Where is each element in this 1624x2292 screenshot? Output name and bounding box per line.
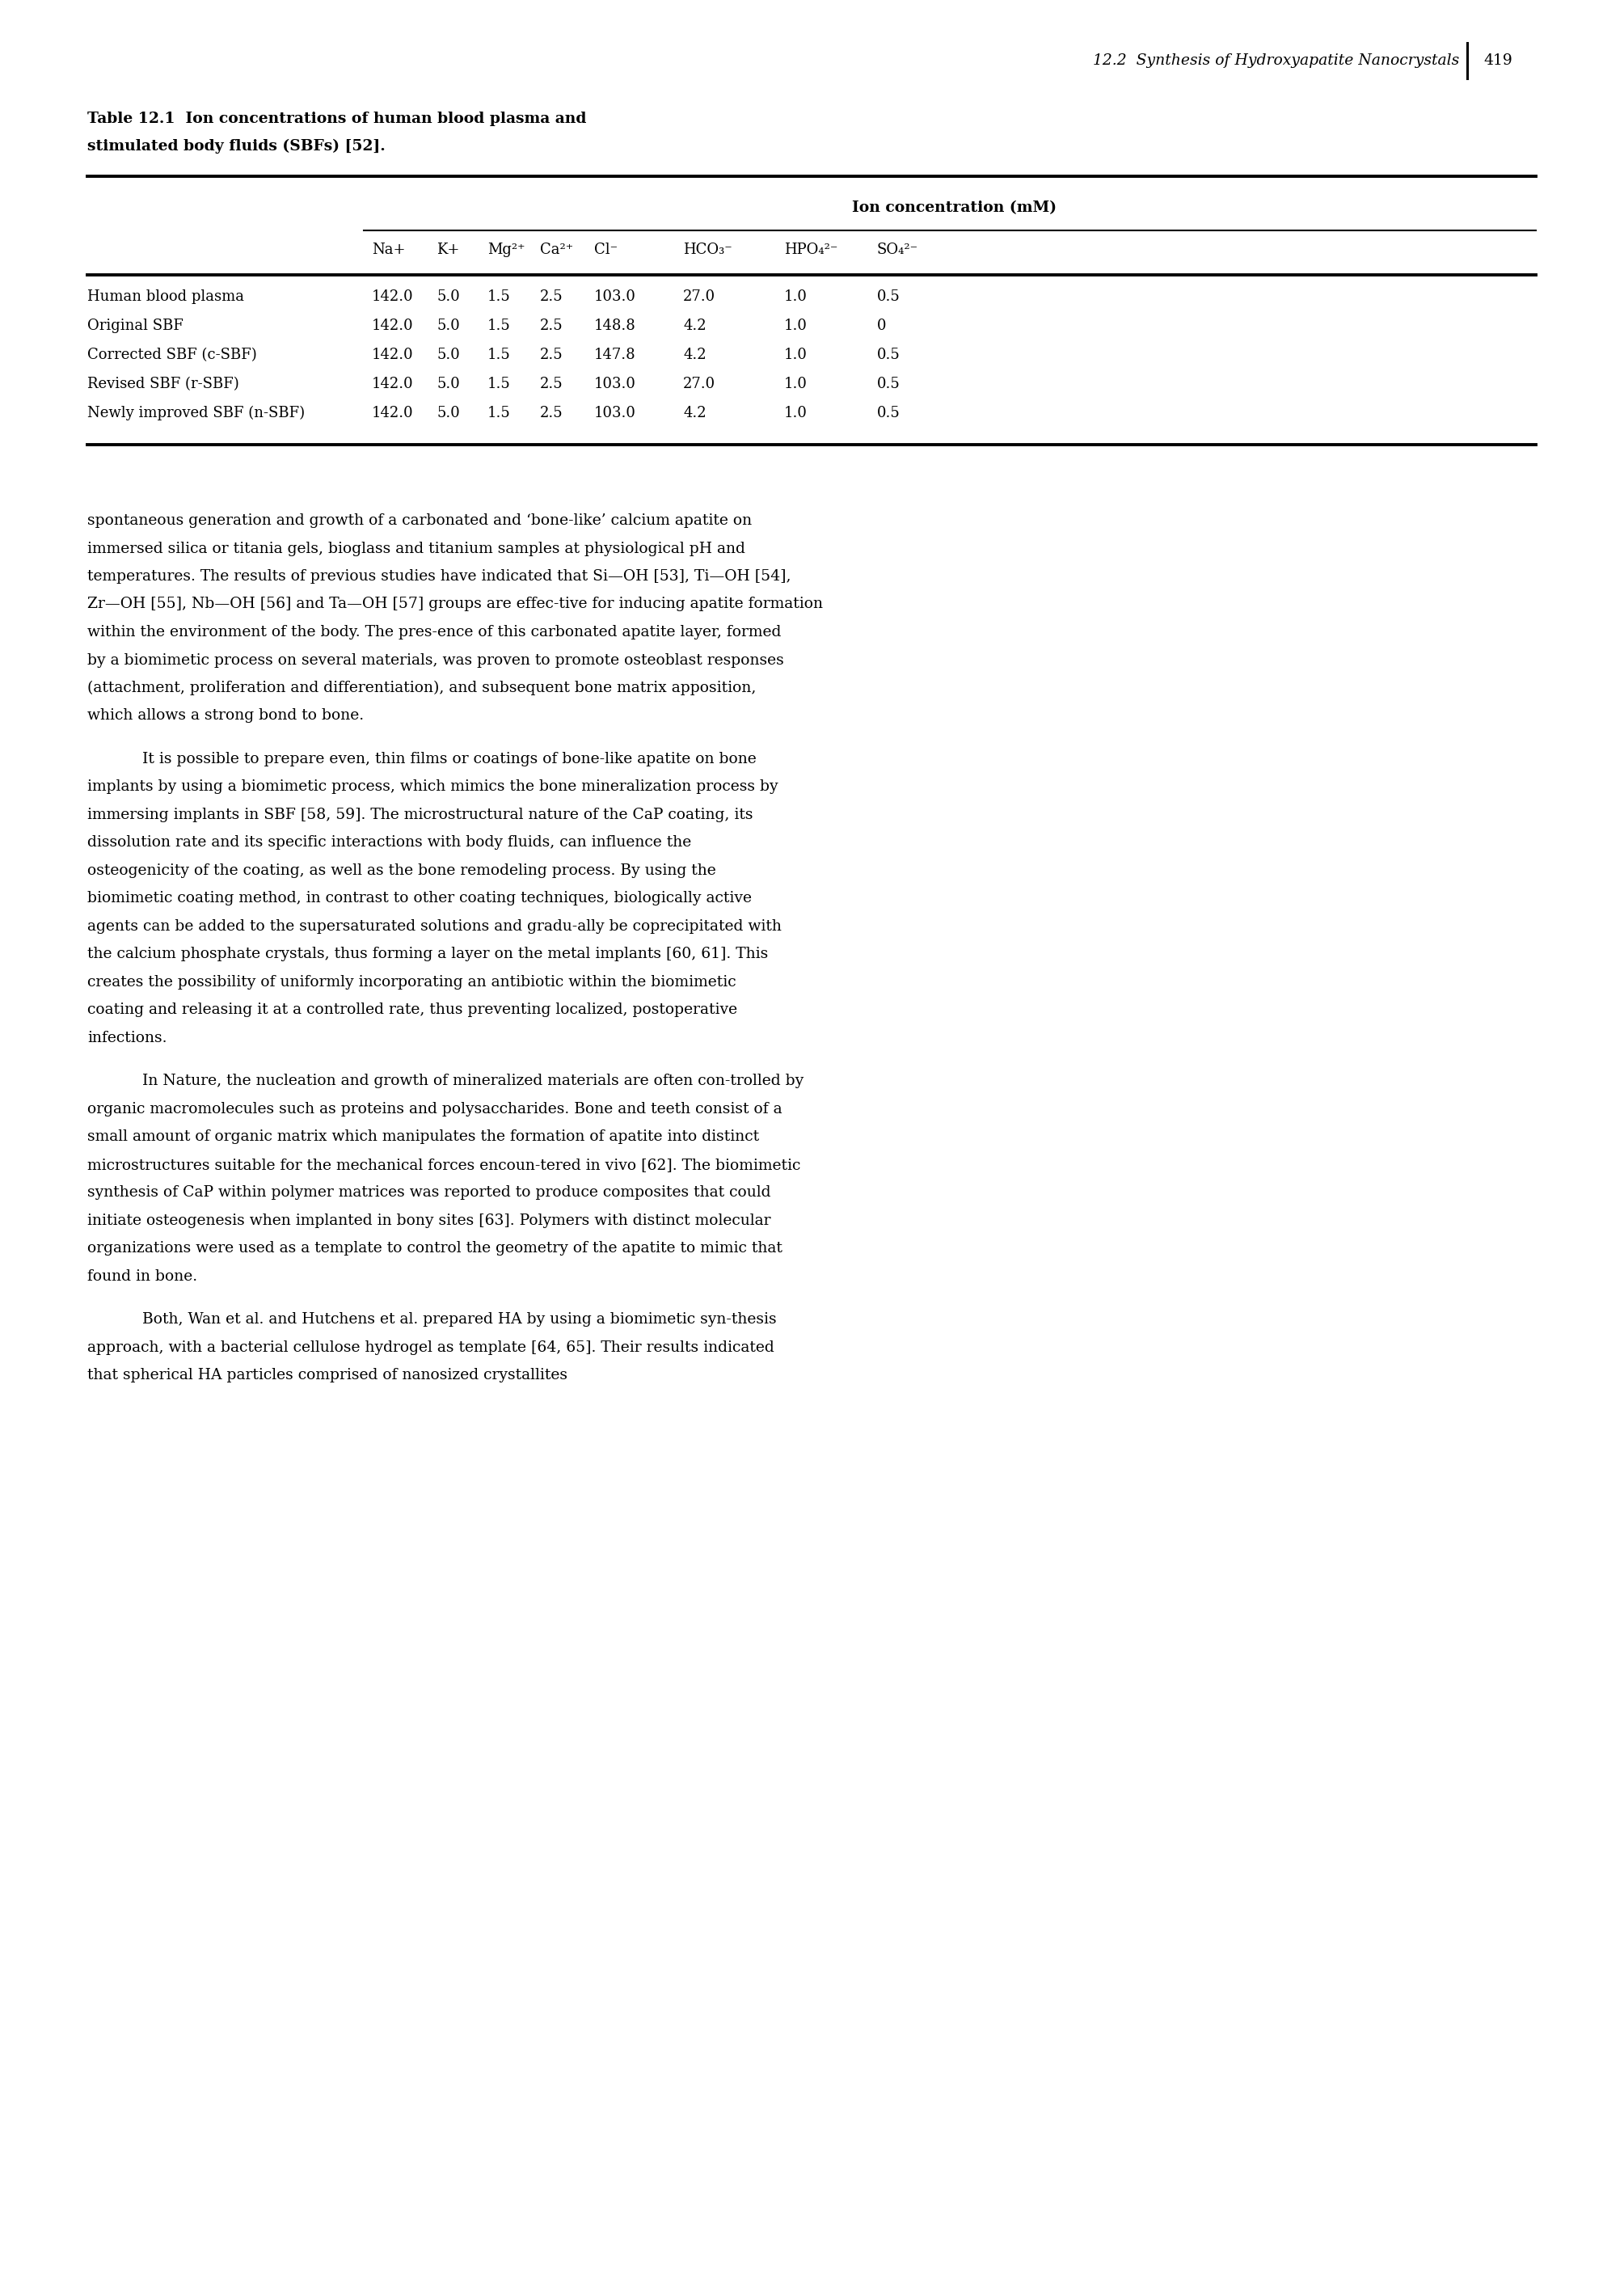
Text: approach, with a bacterial cellulose hydrogel as template [64, 65]. Their result: approach, with a bacterial cellulose hyd… — [88, 1341, 775, 1355]
Text: (attachment, proliferation and differentiation), and subsequent bone matrix appo: (attachment, proliferation and different… — [88, 681, 757, 694]
Text: immersed silica or titania gels, bioglass and titanium samples at physiological : immersed silica or titania gels, bioglas… — [88, 541, 745, 557]
Text: 1.0: 1.0 — [784, 406, 807, 419]
Text: 4.2: 4.2 — [684, 348, 706, 362]
Text: K+: K+ — [437, 243, 460, 257]
Text: 0.5: 0.5 — [877, 406, 900, 419]
Text: 5.0: 5.0 — [437, 319, 460, 332]
Text: infections.: infections. — [88, 1031, 167, 1045]
Text: 1.0: 1.0 — [784, 376, 807, 392]
Text: 142.0: 142.0 — [372, 289, 414, 305]
Text: organic macromolecules such as proteins and polysaccharides. Bone and teeth cons: organic macromolecules such as proteins … — [88, 1102, 783, 1116]
Text: 142.0: 142.0 — [372, 376, 414, 392]
Text: Corrected SBF (c-SBF): Corrected SBF (c-SBF) — [88, 348, 257, 362]
Text: 103.0: 103.0 — [594, 406, 637, 419]
Text: synthesis of CaP within polymer matrices was reported to produce composites that: synthesis of CaP within polymer matrices… — [88, 1185, 771, 1201]
Text: 1.0: 1.0 — [784, 289, 807, 305]
Text: HCO₃⁻: HCO₃⁻ — [684, 243, 732, 257]
Text: 5.0: 5.0 — [437, 376, 460, 392]
Text: 2.5: 2.5 — [541, 319, 564, 332]
Text: 1.5: 1.5 — [487, 289, 510, 305]
Text: Newly improved SBF (n-SBF): Newly improved SBF (n-SBF) — [88, 406, 305, 422]
Text: 5.0: 5.0 — [437, 289, 460, 305]
Text: Table 12.1  Ion concentrations of human blood plasma and: Table 12.1 Ion concentrations of human b… — [88, 112, 586, 126]
Text: the calcium phosphate crystals, thus forming a layer on the metal implants [60, : the calcium phosphate crystals, thus for… — [88, 947, 768, 963]
Text: microstructures suitable for the mechanical forces encoun-tered in vivo [62]. Th: microstructures suitable for the mechani… — [88, 1157, 801, 1171]
Text: 2.5: 2.5 — [541, 348, 564, 362]
Text: 103.0: 103.0 — [594, 376, 637, 392]
Text: found in bone.: found in bone. — [88, 1270, 198, 1284]
Text: 142.0: 142.0 — [372, 406, 414, 419]
Text: 419: 419 — [1483, 53, 1512, 69]
Text: 142.0: 142.0 — [372, 319, 414, 332]
Text: 2.5: 2.5 — [541, 406, 564, 419]
Text: 27.0: 27.0 — [684, 289, 716, 305]
Text: 0.5: 0.5 — [877, 376, 900, 392]
Text: Human blood plasma: Human blood plasma — [88, 289, 244, 305]
Text: 5.0: 5.0 — [437, 348, 460, 362]
Text: temperatures. The results of previous studies have indicated that Si—OH [53], Ti: temperatures. The results of previous st… — [88, 568, 791, 584]
Text: 1.5: 1.5 — [487, 348, 510, 362]
Text: Ca²⁺: Ca²⁺ — [541, 243, 573, 257]
Text: It is possible to prepare even, thin films or coatings of bone-like apatite on b: It is possible to prepare even, thin fil… — [143, 752, 757, 766]
Text: 142.0: 142.0 — [372, 348, 414, 362]
Text: 1.0: 1.0 — [784, 319, 807, 332]
Text: 0.5: 0.5 — [877, 289, 900, 305]
Text: HPO₄²⁻: HPO₄²⁻ — [784, 243, 838, 257]
Text: 1.5: 1.5 — [487, 319, 510, 332]
Text: osteogenicity of the coating, as well as the bone remodeling process. By using t: osteogenicity of the coating, as well as… — [88, 864, 716, 878]
Text: organizations were used as a template to control the geometry of the apatite to : organizations were used as a template to… — [88, 1242, 783, 1256]
Text: 4.2: 4.2 — [684, 319, 706, 332]
Text: 12.2  Synthesis of Hydroxyapatite Nanocrystals: 12.2 Synthesis of Hydroxyapatite Nanocry… — [1093, 53, 1458, 69]
Text: 0: 0 — [877, 319, 887, 332]
Text: implants by using a biomimetic process, which mimics the bone mineralization pro: implants by using a biomimetic process, … — [88, 779, 778, 795]
Text: small amount of organic matrix which manipulates the formation of apatite into d: small amount of organic matrix which man… — [88, 1130, 758, 1144]
Text: coating and releasing it at a controlled rate, thus preventing localized, postop: coating and releasing it at a controlled… — [88, 1004, 737, 1018]
Text: stimulated body fluids (SBFs) [52].: stimulated body fluids (SBFs) [52]. — [88, 140, 385, 154]
Text: spontaneous generation and growth of a carbonated and ‘bone-like’ calcium apatit: spontaneous generation and growth of a c… — [88, 513, 752, 527]
Text: 5.0: 5.0 — [437, 406, 460, 419]
Text: that spherical HA particles comprised of nanosized crystallites: that spherical HA particles comprised of… — [88, 1368, 567, 1382]
Text: 2.5: 2.5 — [541, 376, 564, 392]
Text: 1.0: 1.0 — [784, 348, 807, 362]
Text: Revised SBF (r-SBF): Revised SBF (r-SBF) — [88, 376, 239, 392]
Text: 147.8: 147.8 — [594, 348, 637, 362]
Text: 2.5: 2.5 — [541, 289, 564, 305]
Text: within the environment of the body. The pres-ence of this carbonated apatite lay: within the environment of the body. The … — [88, 626, 781, 639]
Text: Both, Wan et al. and Hutchens et al. prepared HA by using a biomimetic syn-thesi: Both, Wan et al. and Hutchens et al. pre… — [143, 1313, 776, 1327]
Text: 0.5: 0.5 — [877, 348, 900, 362]
Text: 1.5: 1.5 — [487, 406, 510, 419]
Text: initiate osteogenesis when implanted in bony sites [63]. Polymers with distinct : initiate osteogenesis when implanted in … — [88, 1212, 771, 1229]
Text: 1.5: 1.5 — [487, 376, 510, 392]
Text: creates the possibility of uniformly incorporating an antibiotic within the biom: creates the possibility of uniformly inc… — [88, 974, 736, 990]
Text: dissolution rate and its specific interactions with body fluids, can influence t: dissolution rate and its specific intera… — [88, 837, 692, 850]
Text: SO₄²⁻: SO₄²⁻ — [877, 243, 919, 257]
Text: immersing implants in SBF [58, 59]. The microstructural nature of the CaP coatin: immersing implants in SBF [58, 59]. The … — [88, 807, 754, 823]
Text: by a biomimetic process on several materials, was proven to promote osteoblast r: by a biomimetic process on several mater… — [88, 653, 784, 667]
Text: Zr—OH [55], Nb—OH [56] and Ta—OH [57] groups are effec-tive for inducing apatite: Zr—OH [55], Nb—OH [56] and Ta—OH [57] gr… — [88, 596, 823, 612]
Text: 148.8: 148.8 — [594, 319, 637, 332]
Text: Na+: Na+ — [372, 243, 406, 257]
Text: 103.0: 103.0 — [594, 289, 637, 305]
Text: Cl⁻: Cl⁻ — [594, 243, 617, 257]
Text: Original SBF: Original SBF — [88, 319, 184, 332]
Text: 27.0: 27.0 — [684, 376, 716, 392]
Text: agents can be added to the supersaturated solutions and gradu-ally be coprecipit: agents can be added to the supersaturate… — [88, 919, 781, 933]
Text: In Nature, the nucleation and growth of mineralized materials are often con-trol: In Nature, the nucleation and growth of … — [143, 1075, 804, 1089]
Text: Mg²⁺: Mg²⁺ — [487, 243, 525, 257]
Text: 4.2: 4.2 — [684, 406, 706, 419]
Text: which allows a strong bond to bone.: which allows a strong bond to bone. — [88, 708, 364, 724]
Text: Ion concentration (mM): Ion concentration (mM) — [851, 199, 1056, 215]
Text: biomimetic coating method, in contrast to other coating techniques, biologically: biomimetic coating method, in contrast t… — [88, 892, 752, 905]
